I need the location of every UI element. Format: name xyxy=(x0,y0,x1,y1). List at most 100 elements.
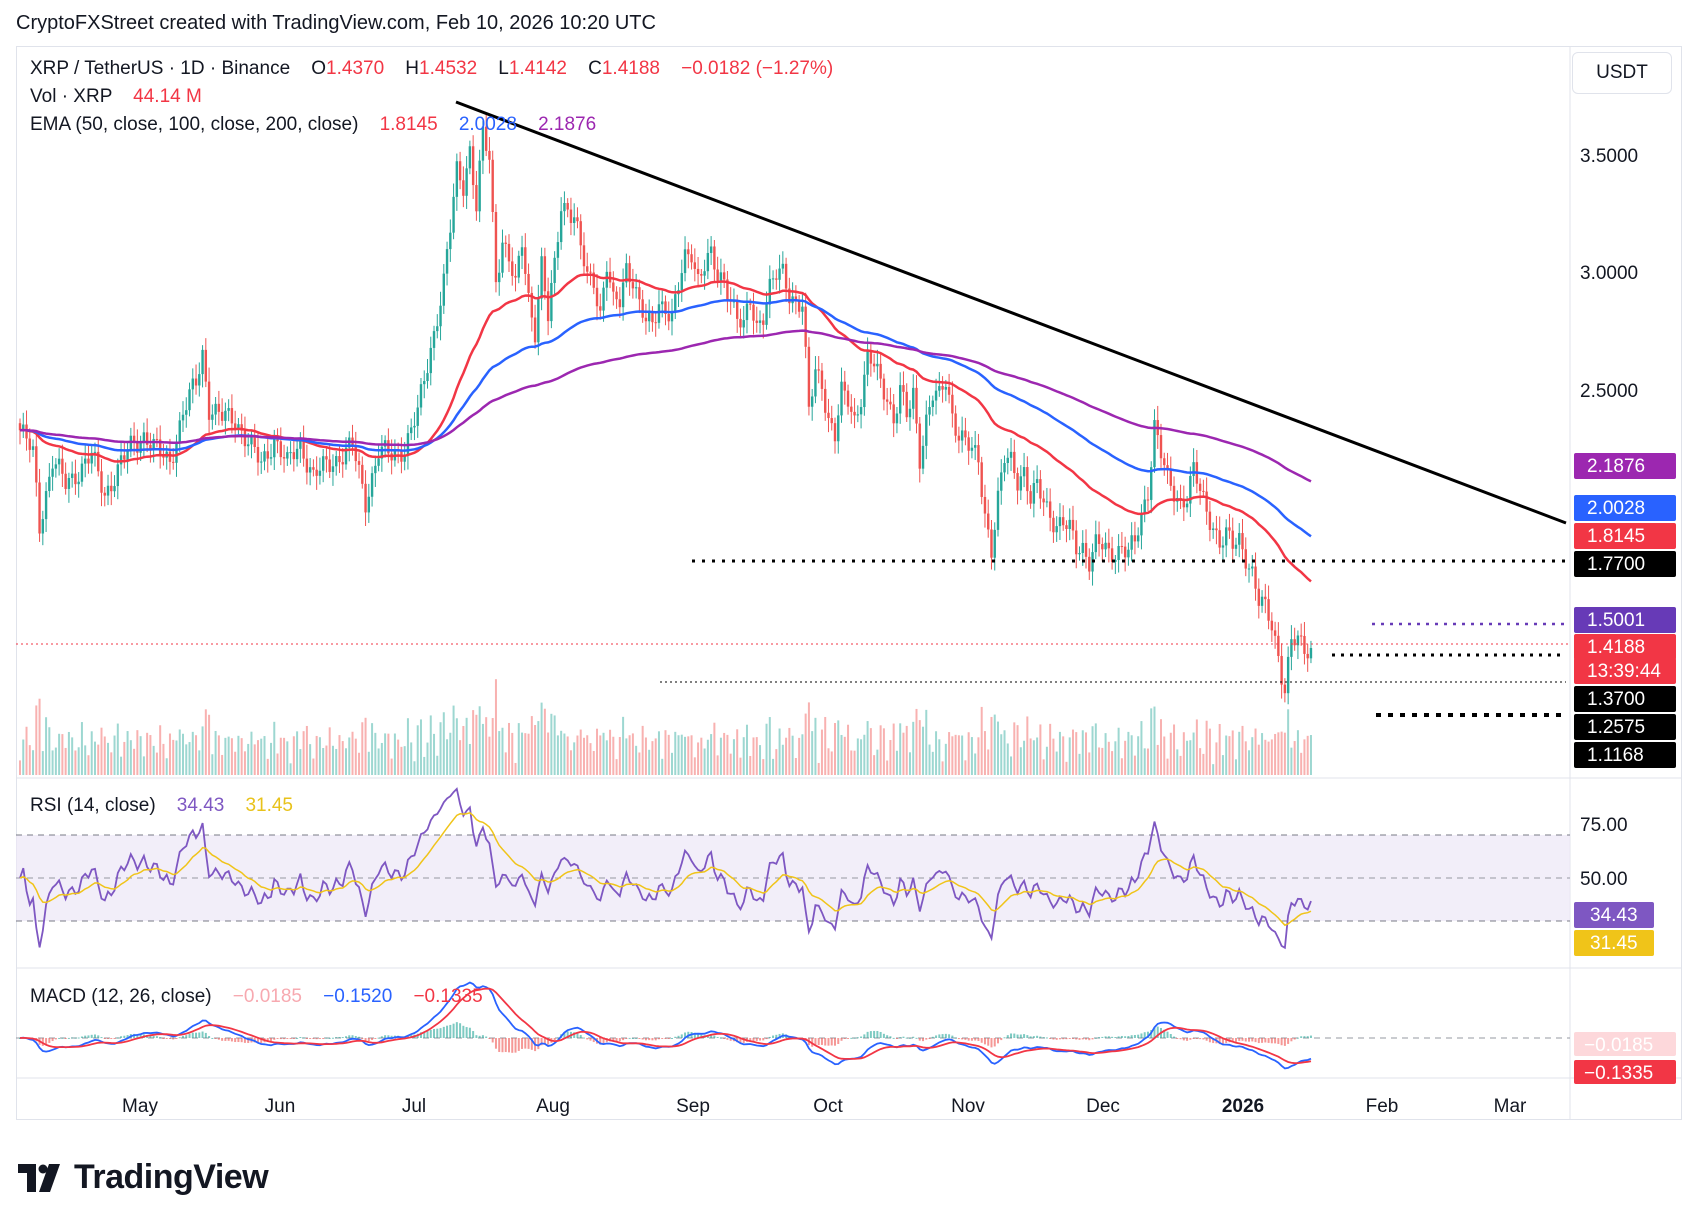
candle-body xyxy=(84,458,87,464)
volume-bar xyxy=(814,717,817,775)
candle-body xyxy=(70,473,74,478)
volume-bar xyxy=(123,741,126,775)
macd-hist-bar xyxy=(1130,1035,1133,1038)
time-tick-mar: Mar xyxy=(1494,1096,1527,1117)
macd-hist-bar xyxy=(1234,1038,1237,1042)
macd-tag-bg xyxy=(1574,1032,1676,1056)
macd-hist-bar xyxy=(54,1038,57,1040)
price-tag-bg xyxy=(1574,634,1676,660)
macd-hist-bar xyxy=(954,1037,957,1039)
legend-symbol[interactable]: XRP / TetherUS · 1D · Binance xyxy=(30,58,291,79)
candle-body xyxy=(817,369,820,371)
macd-hist-bar xyxy=(1300,1036,1303,1038)
candle-body xyxy=(514,275,517,278)
macd-hist-bar xyxy=(912,1036,915,1038)
candle-body xyxy=(35,446,38,483)
macd-hist-bar xyxy=(328,1037,331,1039)
candle-body xyxy=(1234,544,1238,549)
macd-hist-bar xyxy=(964,1038,967,1040)
candle-body xyxy=(882,378,886,400)
price-tag: 13:39:44 xyxy=(1574,658,1676,684)
macd-hist-bar xyxy=(472,1031,475,1038)
volume-bar xyxy=(563,733,566,775)
volume-bar xyxy=(504,752,507,775)
chart-frame[interactable] xyxy=(16,46,1682,1120)
macd-hist-bar xyxy=(1264,1038,1267,1043)
macd-signal-line xyxy=(19,987,1312,1065)
volume-bar xyxy=(700,737,703,775)
volume-bar xyxy=(1003,730,1006,775)
candle-body xyxy=(172,461,175,463)
candle-body xyxy=(879,363,882,379)
candle-body xyxy=(1006,457,1009,464)
candle-body xyxy=(749,303,752,305)
candle-body xyxy=(318,470,322,476)
volume-bar xyxy=(886,760,889,775)
candle-body xyxy=(211,414,214,420)
candle-body xyxy=(814,369,817,397)
candle-body xyxy=(1013,451,1016,474)
candle-body xyxy=(973,445,977,448)
candle-body xyxy=(364,483,367,513)
volume-bar xyxy=(191,731,194,775)
price-tag: 2.0028 xyxy=(1574,495,1676,521)
volume-bar xyxy=(1300,752,1303,775)
price-tag-text: 1.3700 xyxy=(1587,689,1645,710)
volume-bar xyxy=(824,716,827,775)
candle-body xyxy=(980,462,983,497)
candle-body xyxy=(201,349,204,375)
volume-bar xyxy=(970,737,973,775)
time-tick-feb: Feb xyxy=(1366,1096,1399,1117)
candle-body xyxy=(253,435,256,447)
volume-bar xyxy=(827,748,830,775)
candle-body xyxy=(1277,635,1280,656)
macd-hist-bar xyxy=(1117,1036,1120,1038)
volume-bar xyxy=(433,733,436,775)
rsi-tag-text: 31.45 xyxy=(1590,933,1638,954)
volume-bar xyxy=(1231,730,1234,775)
macd-hist-bar xyxy=(1091,1038,1094,1040)
candle-body xyxy=(452,196,455,233)
candle-body xyxy=(944,386,948,390)
tradingview-logo[interactable]: TradingView xyxy=(18,1158,269,1197)
price-tag: 1.4188 xyxy=(1574,634,1676,660)
volume-bar xyxy=(400,746,403,775)
candle-body xyxy=(1264,596,1267,600)
candle-body xyxy=(64,473,67,489)
volume-bar xyxy=(742,737,745,775)
macd-hist-bar xyxy=(260,1038,263,1043)
currency-button[interactable]: USDT xyxy=(1572,52,1672,94)
candle-body xyxy=(302,437,305,459)
macd-hist-bar xyxy=(635,1037,638,1039)
candle-body xyxy=(892,404,895,424)
macd-hist-bar xyxy=(1218,1038,1221,1045)
candle-body xyxy=(1088,556,1091,572)
volume-bar xyxy=(918,720,921,775)
macd-hist-bar xyxy=(902,1036,905,1038)
volume-bar xyxy=(390,758,393,775)
macd-hist-bar xyxy=(1296,1037,1299,1039)
macd-hist-bar xyxy=(710,1034,713,1038)
candle-body xyxy=(866,350,869,375)
volume-bar xyxy=(1065,761,1068,775)
legend-macd-label[interactable]: MACD (12, 26, close) xyxy=(30,986,212,1007)
legend-rsi-label[interactable]: RSI (14, close) xyxy=(30,795,156,816)
volume-bar xyxy=(149,735,152,775)
candle-body xyxy=(563,202,566,212)
volume-bar xyxy=(1081,730,1084,775)
legend-ema-label[interactable]: EMA (50, close, 100, close, 200, close) xyxy=(30,114,359,135)
candle-body xyxy=(1042,498,1045,503)
volume-bar xyxy=(703,748,706,775)
volume-bar xyxy=(1068,737,1071,775)
legend-vol-label[interactable]: Vol · XRP xyxy=(30,86,113,107)
macd-hist-bar xyxy=(1000,1038,1003,1041)
macd-hist-bar xyxy=(625,1038,628,1039)
candle-body xyxy=(54,464,58,469)
time-axis[interactable]: May Jun Jul Aug Sep Oct Nov Dec 2026 Feb Mar xyxy=(122,1096,1527,1117)
macd-hist-bar xyxy=(1146,1031,1149,1038)
rsi-tick-50: 50.00 xyxy=(1580,869,1628,890)
candle-body xyxy=(951,394,954,414)
macd-hist-bar xyxy=(674,1036,677,1038)
volume-bar xyxy=(1075,732,1078,775)
